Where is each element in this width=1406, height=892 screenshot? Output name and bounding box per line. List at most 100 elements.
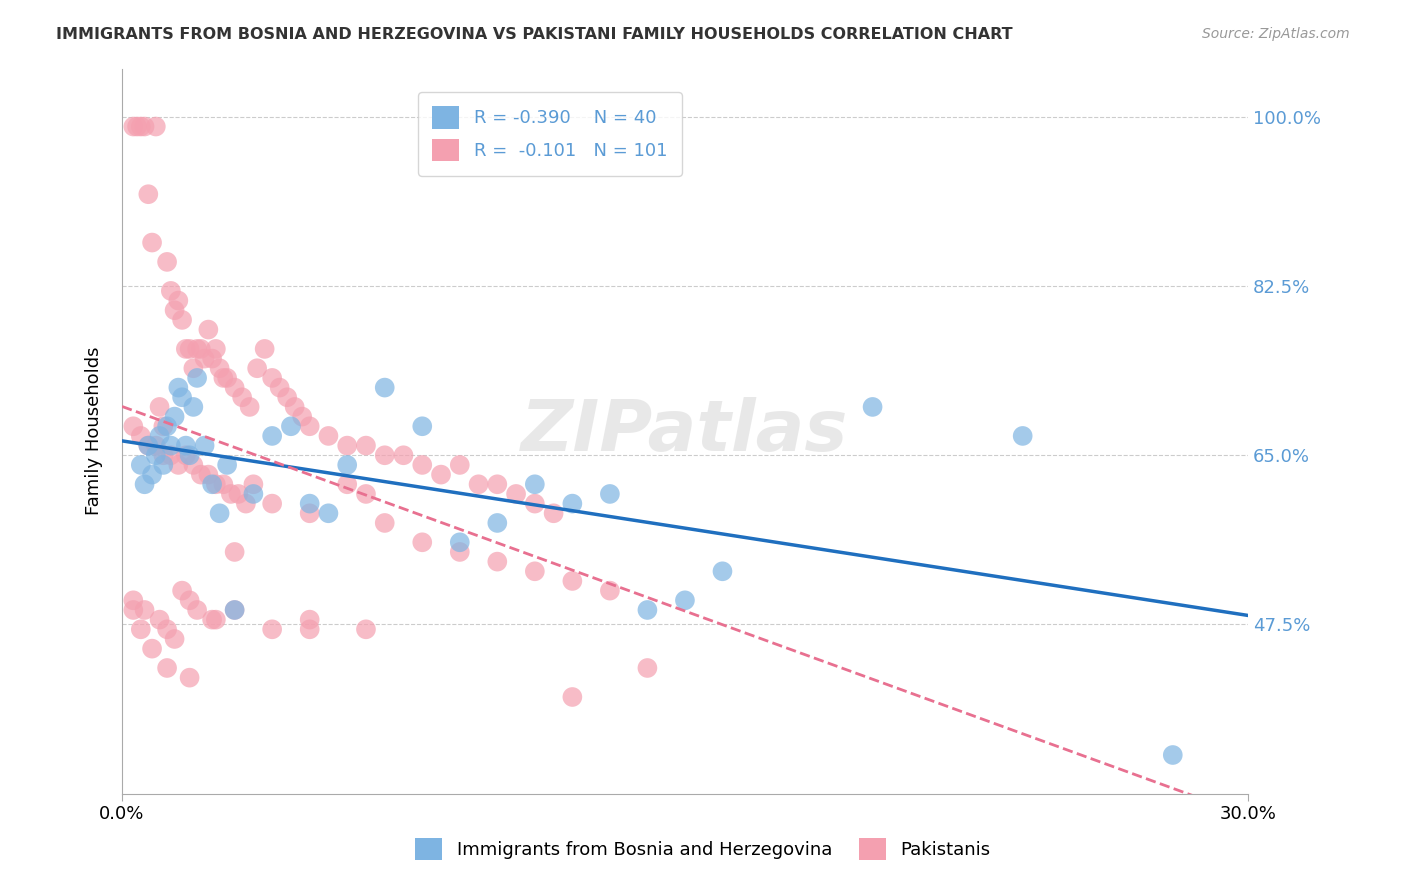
Point — [354, 487, 377, 501]
Point — [145, 439, 167, 453]
Point — [179, 448, 201, 462]
Point — [183, 458, 205, 472]
Point — [197, 467, 219, 482]
Point — [523, 564, 546, 578]
Point — [148, 613, 170, 627]
Legend: R = -0.390    N = 40, R =  -0.101   N = 101: R = -0.390 N = 40, R = -0.101 N = 101 — [418, 92, 682, 176]
Point — [239, 400, 262, 414]
Point — [174, 342, 197, 356]
Point — [449, 458, 471, 472]
Point — [141, 641, 163, 656]
Point — [523, 497, 546, 511]
Point — [148, 429, 170, 443]
Point — [318, 429, 340, 443]
Point — [561, 690, 583, 704]
Point — [160, 284, 183, 298]
Point — [212, 371, 235, 385]
Point — [411, 419, 433, 434]
Point — [318, 506, 340, 520]
Point — [862, 400, 884, 414]
Point — [194, 351, 217, 366]
Point — [163, 303, 186, 318]
Point — [172, 583, 194, 598]
Point — [486, 516, 509, 530]
Point — [186, 371, 208, 385]
Point — [156, 661, 179, 675]
Point — [219, 487, 242, 501]
Point — [636, 603, 658, 617]
Point — [336, 458, 359, 472]
Point — [205, 342, 228, 356]
Point — [174, 439, 197, 453]
Point — [156, 255, 179, 269]
Point — [298, 613, 321, 627]
Point — [122, 120, 145, 134]
Point — [411, 458, 433, 472]
Point — [374, 448, 396, 462]
Point — [262, 623, 284, 637]
Point — [156, 623, 179, 637]
Point — [186, 603, 208, 617]
Point — [235, 497, 257, 511]
Point — [523, 477, 546, 491]
Point — [430, 467, 453, 482]
Point — [374, 516, 396, 530]
Point — [194, 439, 217, 453]
Point — [253, 342, 276, 356]
Text: ZIPatlas: ZIPatlas — [522, 397, 849, 466]
Point — [411, 535, 433, 549]
Point — [134, 603, 156, 617]
Point — [148, 400, 170, 414]
Point — [208, 361, 231, 376]
Point — [599, 583, 621, 598]
Point — [167, 381, 190, 395]
Y-axis label: Family Households: Family Households — [86, 347, 103, 516]
Text: Source: ZipAtlas.com: Source: ZipAtlas.com — [1202, 27, 1350, 41]
Point — [152, 448, 174, 462]
Point — [183, 400, 205, 414]
Point — [172, 313, 194, 327]
Point — [543, 506, 565, 520]
Point — [599, 487, 621, 501]
Point — [298, 506, 321, 520]
Point — [122, 603, 145, 617]
Point — [298, 623, 321, 637]
Point — [190, 467, 212, 482]
Text: IMMIGRANTS FROM BOSNIA AND HERZEGOVINA VS PAKISTANI FAMILY HOUSEHOLDS CORRELATIO: IMMIGRANTS FROM BOSNIA AND HERZEGOVINA V… — [56, 27, 1012, 42]
Point — [242, 487, 264, 501]
Point — [711, 564, 734, 578]
Point — [163, 409, 186, 424]
Point — [134, 120, 156, 134]
Point — [298, 419, 321, 434]
Point — [1011, 429, 1033, 443]
Point — [197, 322, 219, 336]
Point — [205, 613, 228, 627]
Point — [186, 342, 208, 356]
Point — [179, 671, 201, 685]
Point — [505, 487, 527, 501]
Point — [125, 120, 148, 134]
Point — [217, 371, 239, 385]
Point — [246, 361, 269, 376]
Point — [262, 371, 284, 385]
Point — [224, 603, 246, 617]
Point — [561, 574, 583, 588]
Point — [129, 623, 152, 637]
Point — [136, 439, 159, 453]
Point — [160, 439, 183, 453]
Point — [449, 545, 471, 559]
Point — [205, 477, 228, 491]
Point — [449, 535, 471, 549]
Point — [129, 429, 152, 443]
Point — [134, 477, 156, 491]
Point — [486, 477, 509, 491]
Point — [152, 458, 174, 472]
Point — [160, 448, 183, 462]
Point — [242, 477, 264, 491]
Point — [141, 235, 163, 250]
Point — [217, 458, 239, 472]
Point — [224, 603, 246, 617]
Point — [284, 400, 307, 414]
Point — [392, 448, 415, 462]
Point — [201, 351, 224, 366]
